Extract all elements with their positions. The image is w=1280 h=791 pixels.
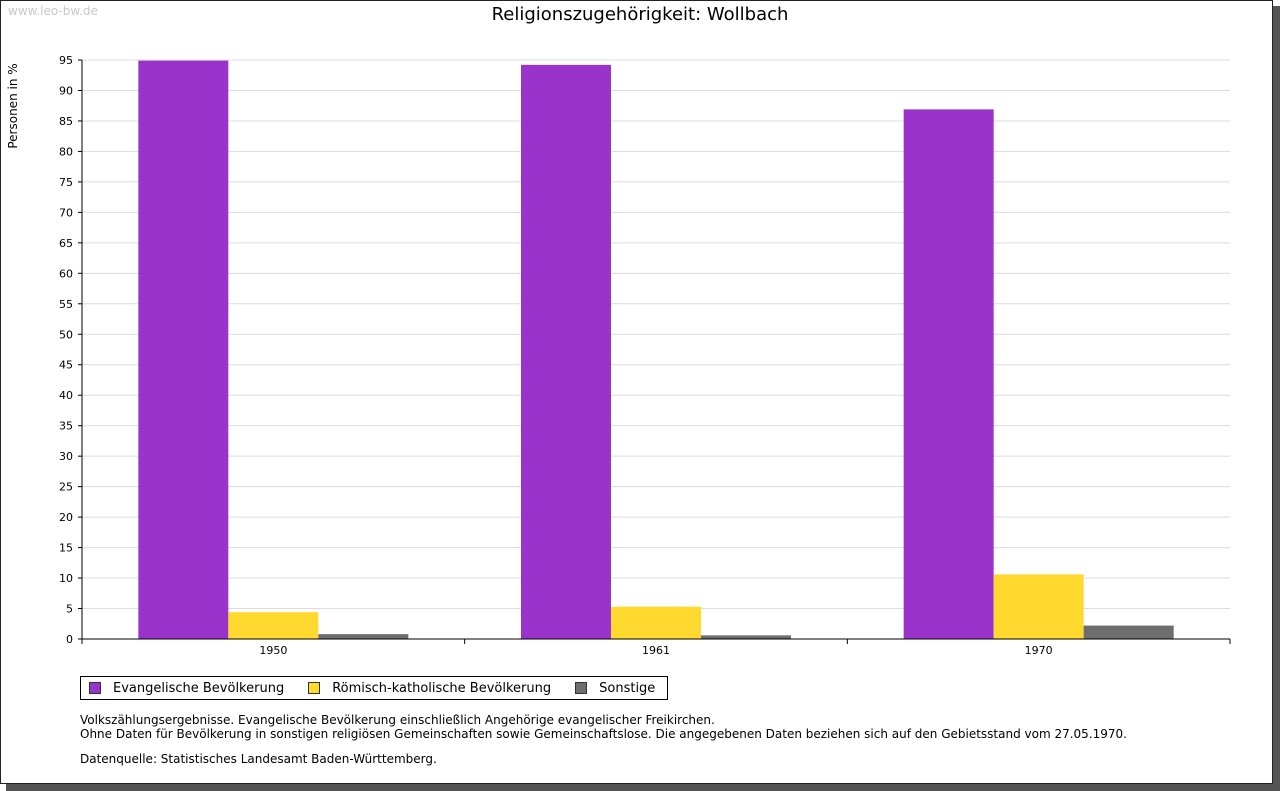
y-tick-label: 15 [59,542,73,555]
y-tick-label: 10 [59,572,73,585]
axes: 0 5 10 15 20 25 30 35 40 45 50 55 60 65 70 75 80 85 90 95 19… [59,54,1231,657]
y-tick-label: 45 [59,359,73,372]
bars [138,60,1174,639]
y-axis-label: Personen in % [6,63,20,148]
y-tick-label: 5 [66,603,73,616]
x-tick-label: 1950 [259,644,287,657]
bar-1970-0 [903,109,994,639]
y-tick-label: 90 [59,84,73,97]
y-tick-label: 50 [59,328,73,341]
legend-item-katholisch: Römisch-katholische Bevölkerung [308,681,551,696]
bar-1970-1 [993,574,1084,639]
y-tick-label: 35 [59,420,73,433]
legend-label: Evangelische Bevölkerung [113,680,285,696]
legend-label: Sonstige [599,680,656,696]
bar-1961-1 [611,606,701,639]
y-tick-label: 20 [59,511,73,524]
grid-lines [82,59,1230,610]
y-tick-label: 30 [59,450,73,463]
bar-1950-0 [138,60,229,639]
y-tick-label: 55 [59,298,73,311]
x-tick-label: 1961 [642,644,670,657]
bar-1950-1 [228,612,319,639]
footnote-line: Volkszählungsergebnisse. Evangelische Be… [80,713,715,727]
footnotes: Volkszählungsergebnisse. Evangelische Be… [80,713,1127,741]
y-tick-label: 95 [59,54,73,67]
y-tick-label: 65 [59,237,73,250]
frame-shadow-bottom [6,784,1280,791]
legend-swatch [308,682,321,694]
y-tick-label: 25 [59,481,73,494]
legend-swatch [575,682,588,694]
y-tick-label: 75 [59,176,73,189]
legend-label: Römisch-katholische Bevölkerung [332,680,552,696]
chart-title: Religionszugehörigkeit: Wollbach [491,4,789,25]
y-tick-label: 80 [59,145,73,158]
y-tick-label: 70 [59,206,73,219]
y-tick-label: 40 [59,389,73,402]
watermark: www.leo-bw.de [8,4,98,18]
bar-1961-2 [701,635,791,639]
legend-swatch [89,682,101,694]
bar-1970-2 [1083,625,1174,639]
y-tick-label: 0 [66,633,73,646]
frame-shadow-right [1273,6,1280,791]
bar-1950-2 [318,634,409,639]
y-tick-label: 85 [59,115,73,128]
legend: Evangelische Bevölkerung Römisch-katholi… [80,676,669,700]
legend-item-sonstige: Sonstige [575,681,655,696]
x-tick-label: 1970 [1025,644,1053,657]
y-tick-label: 60 [59,267,73,280]
legend-item-evangelisch: Evangelische Bevölkerung [89,681,284,696]
data-source: Datenquelle: Statistisches Landesamt Bad… [80,752,437,766]
footnote-line: Ohne Daten für Bevölkerung in sonstigen … [80,727,1127,741]
bar-1961-0 [521,64,611,639]
